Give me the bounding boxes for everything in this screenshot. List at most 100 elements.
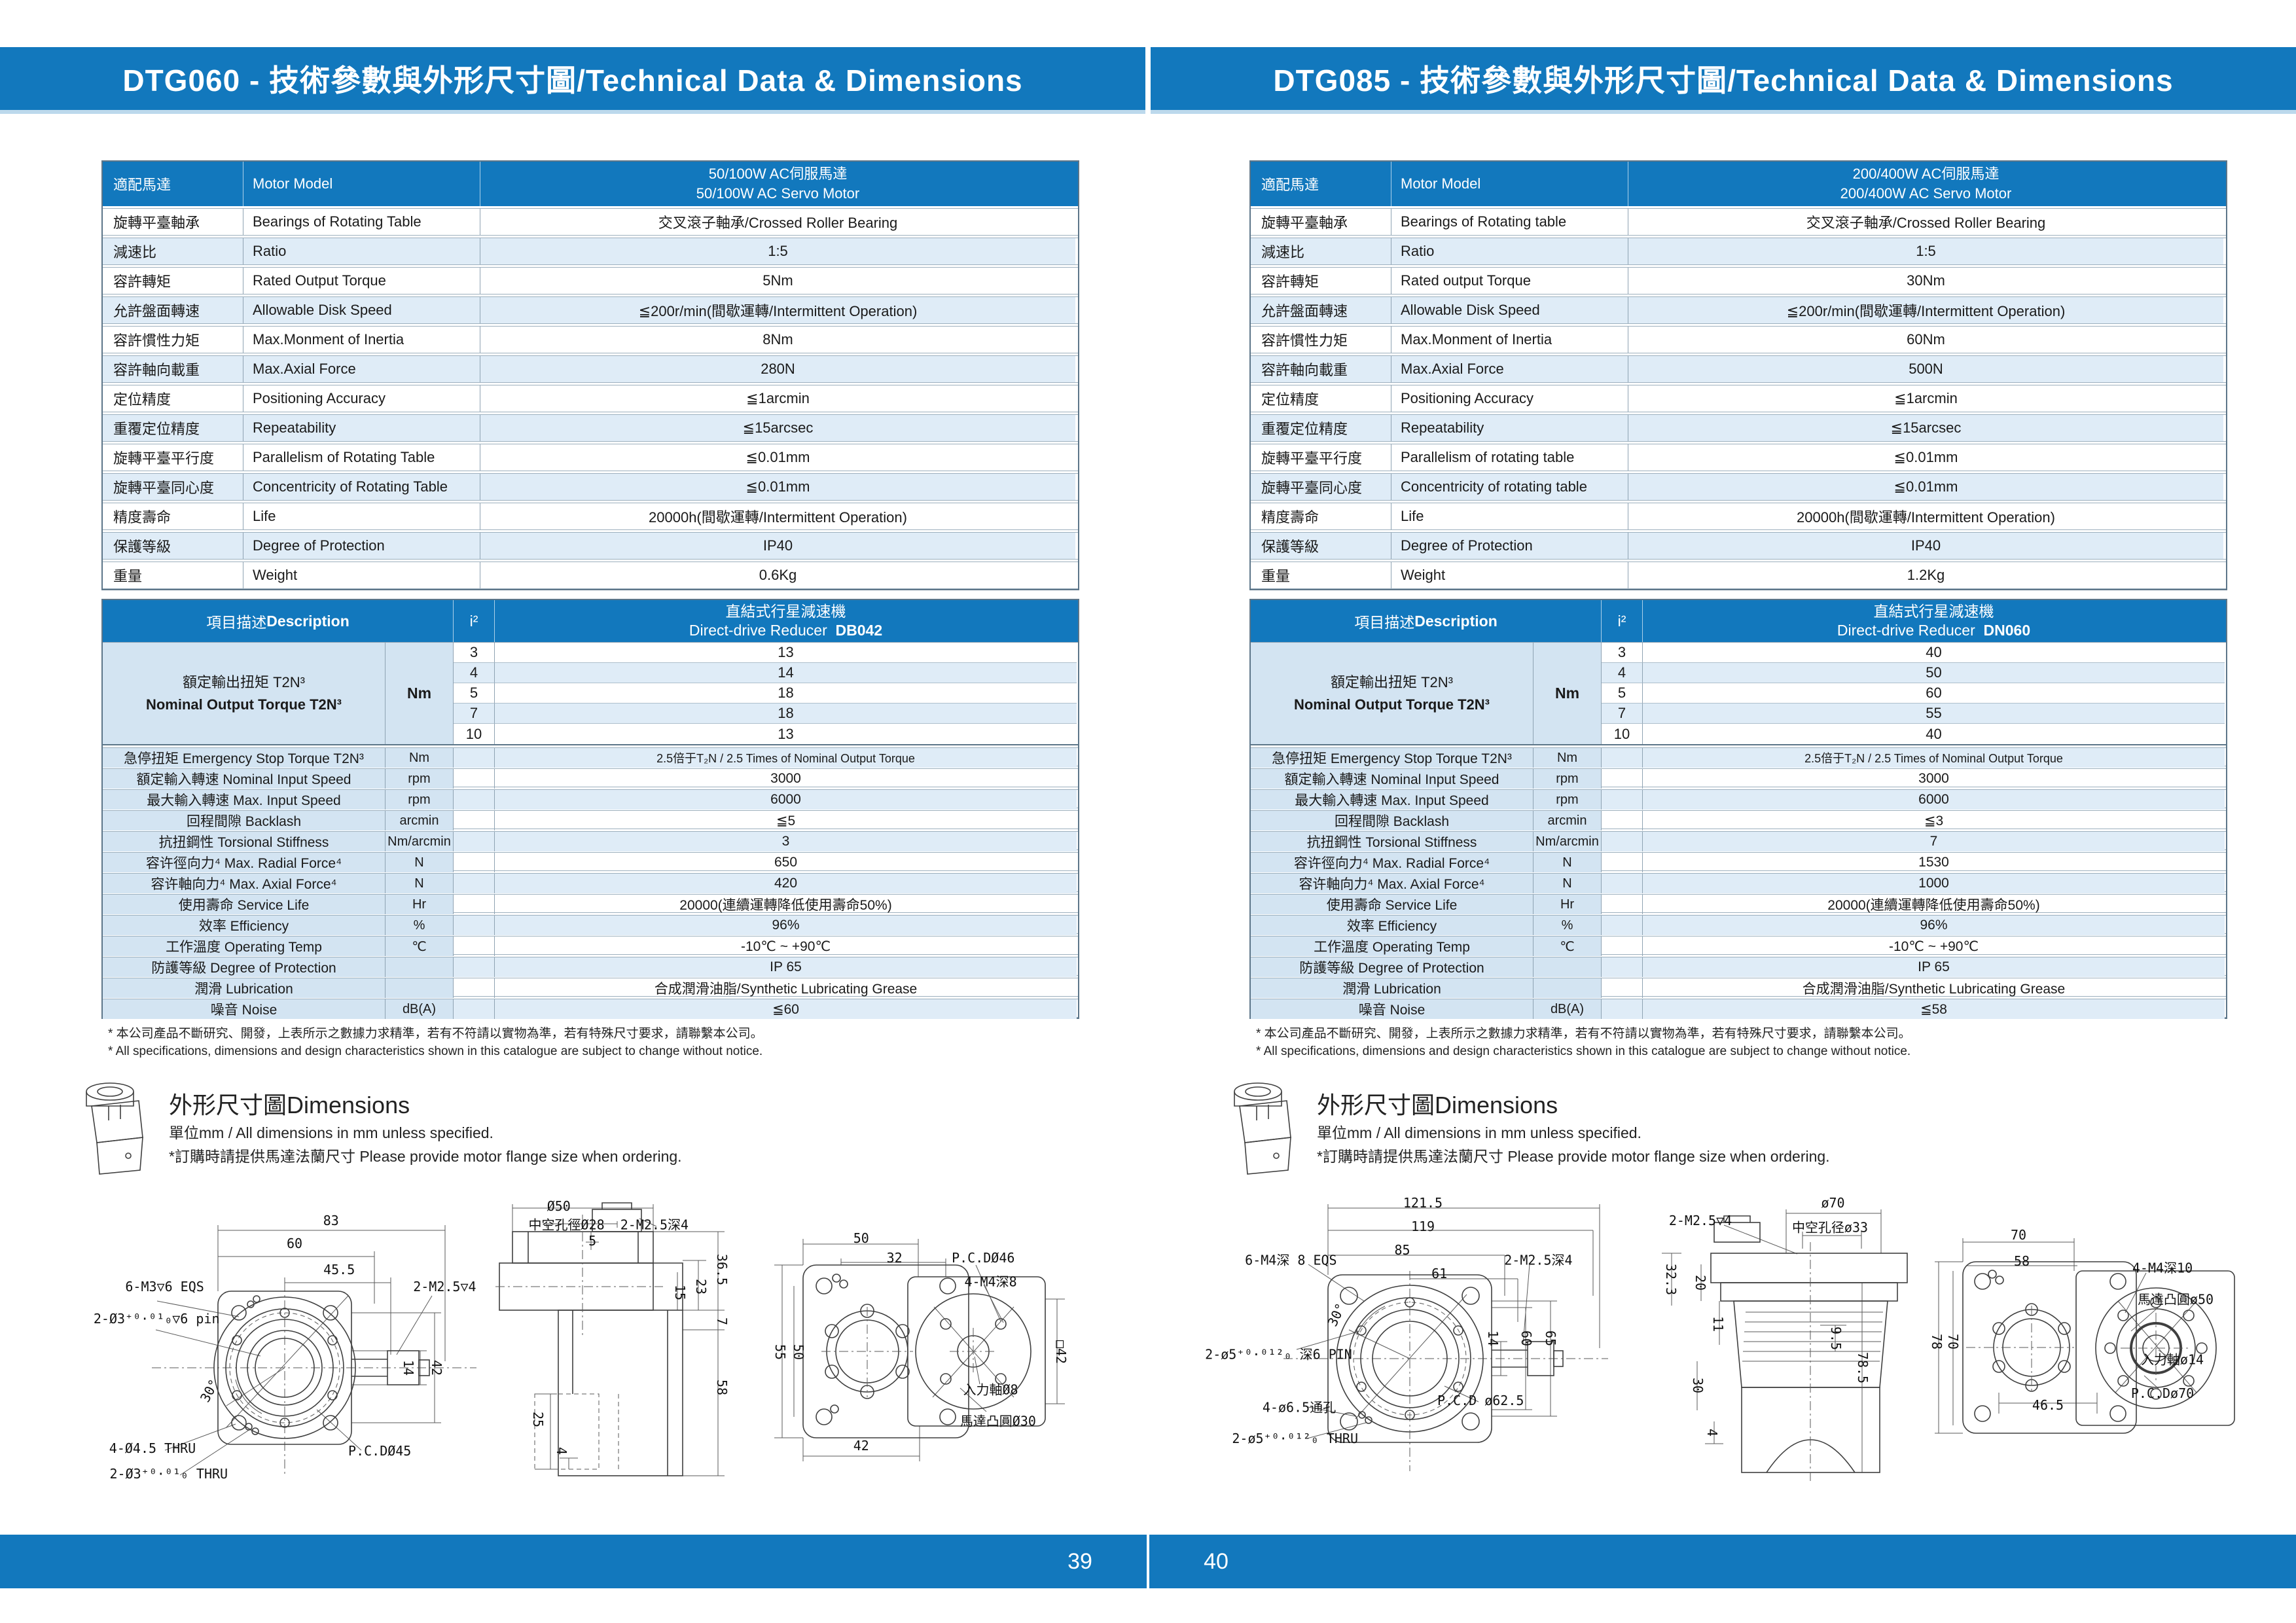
ratio-value: 5 bbox=[454, 683, 495, 704]
table-row: 精度壽命 Life 20000h(間歇運轉/Intermittent Opera… bbox=[103, 503, 1078, 530]
row-label: 回程間隙 Backlash bbox=[1251, 811, 1534, 830]
row-label-en: Parallelism of rotating table bbox=[1391, 444, 1628, 471]
table-row: 旋轉平臺軸承 Bearings of Rotating Table 交叉滾子軸承… bbox=[103, 208, 1078, 236]
row-label-en: Repeatability bbox=[1391, 415, 1628, 441]
row-value: 1.2Kg bbox=[1907, 567, 1945, 583]
dim-label: 中空孔徑Ø28 bbox=[528, 1217, 605, 1233]
row-unit: Nm/arcmin bbox=[386, 832, 454, 851]
row-spacer bbox=[1602, 769, 1643, 789]
side-view-drawing: Ø50 中空孔徑Ø28 2-M2.5深4 5 36.5 23 15 7 58 25 4 bbox=[494, 1198, 753, 1486]
footnotes: * 本公司產品不斷研究、開發，上表所示之數據力求精準，若有不符請以實物為準，若有… bbox=[108, 1025, 763, 1060]
dim-label: 5 bbox=[588, 1233, 597, 1249]
table-row: 回程間隙 Backlash arcmin ≦3 bbox=[1251, 810, 2226, 830]
row-value: 6000 bbox=[495, 790, 1077, 810]
row-value: 420 bbox=[495, 874, 1077, 893]
row-unit: % bbox=[1534, 916, 1602, 935]
row-spacer bbox=[1602, 936, 1643, 956]
row-label-en: Max.Monment of Inertia bbox=[1391, 327, 1628, 353]
row-unit: Nm bbox=[1534, 748, 1602, 768]
row-spacer bbox=[1602, 853, 1643, 872]
table-row: 使用壽命 Service Life Hr 20000(連續運轉降低使用壽命50%… bbox=[1251, 894, 2226, 914]
row-unit: arcmin bbox=[1534, 811, 1602, 830]
row-label: 回程間隙 Backlash bbox=[103, 811, 386, 830]
row-label: 容许軸向力⁴ Max. Axial Force⁴ bbox=[103, 874, 386, 893]
row-unit: % bbox=[386, 916, 454, 935]
table-row: 旋轉平臺同心度 Concentricity of Rotating Table … bbox=[103, 473, 1078, 501]
footer-bar: 39 40 bbox=[0, 1535, 2296, 1588]
row-label-zh: 旋轉平臺軸承 bbox=[1251, 209, 1391, 235]
row-label-en: Max.Axial Force bbox=[243, 356, 480, 382]
table-row: 急停扭矩 Emergency Stop Torque T2N³ Nm 2.5倍于… bbox=[1251, 747, 2226, 768]
reducer-header-desc: 項目描述 Description bbox=[1251, 600, 1602, 642]
spec-table-body: 旋轉平臺軸承 Bearings of Rotating Table 交叉滾子軸承… bbox=[103, 208, 1078, 589]
row-spacer bbox=[454, 790, 495, 810]
table-row: 允許盤面轉速 Allowable Disk Speed ≦200r/min(間歇… bbox=[103, 296, 1078, 324]
dim-label: 65 bbox=[1543, 1330, 1559, 1347]
row-label: 容许徑向力⁴ Max. Radial Force⁴ bbox=[1251, 853, 1534, 872]
row-value: IP40 bbox=[480, 533, 1075, 559]
row-label-zh: 容許轉矩 bbox=[103, 268, 243, 294]
dim-label: P.C.D ø62.5 bbox=[1437, 1392, 1524, 1408]
dim-label: 50 bbox=[853, 1230, 869, 1246]
row-unit bbox=[386, 978, 454, 998]
row-value: ≦5 bbox=[776, 813, 796, 829]
dim-label: 32 bbox=[886, 1250, 903, 1266]
table-row: 保護等級 Degree of Protection IP40 bbox=[1251, 532, 2226, 560]
dim-label: 入力軸Ø8 bbox=[963, 1382, 1018, 1398]
row-value: 20000h(間歇運轉/Intermittent Operation) bbox=[1797, 509, 2055, 526]
row-unit: N bbox=[1534, 874, 1602, 893]
dim-label: 4 bbox=[553, 1447, 569, 1455]
row-value: 5Nm bbox=[762, 272, 793, 289]
table-row: 額定輸入轉速 Nominal Input Speed rpm 3000 bbox=[1251, 768, 2226, 789]
table-row: 容许徑向力⁴ Max. Radial Force⁴ N 650 bbox=[103, 852, 1078, 872]
dim-label: 32.3 bbox=[1663, 1263, 1679, 1296]
row-unit: rpm bbox=[1534, 790, 1602, 810]
table-row: 重覆定位精度 Repeatability ≦15arcsec bbox=[1251, 414, 2226, 442]
row-label: 潤滑 Lubrication bbox=[103, 978, 386, 998]
row-value: 0.6Kg bbox=[759, 567, 797, 583]
table-row: 精度壽命 Life 20000h(間歇運轉/Intermittent Opera… bbox=[1251, 503, 2226, 530]
row-label-en: Max.Monment of Inertia bbox=[243, 327, 480, 353]
table-row: 旋轉平臺軸承 Bearings of Rotating table 交叉滾子軸承… bbox=[1251, 208, 2226, 236]
reducer-table: 項目描述 Description i² 直結式行星減速機 Direct-drive… bbox=[1249, 599, 2227, 1019]
table-row: 允許盤面轉速 Allowable Disk Speed ≦200r/min(間歇… bbox=[1251, 296, 2226, 324]
row-label-en: Parallelism of Rotating Table bbox=[243, 444, 480, 471]
table-row: 效率 Efficiency % 96% bbox=[1251, 915, 2226, 935]
spec-header-en: Motor Model bbox=[1391, 162, 1628, 206]
torque-value: 18 bbox=[495, 683, 1077, 704]
row-value: 20000(連續運轉降低使用壽命50%) bbox=[1827, 898, 2040, 913]
row-label: 工作溫度 Operating Temp bbox=[103, 936, 386, 956]
row-label-en: Positioning Accuracy bbox=[243, 385, 480, 412]
dim-label: P.C.DØ45 bbox=[348, 1443, 412, 1459]
dim-label: 121.5 bbox=[1403, 1195, 1443, 1211]
row-value: ≦1arcmin bbox=[1894, 390, 1958, 406]
spec-table-body: 旋轉平臺軸承 Bearings of Rotating table 交叉滾子軸承… bbox=[1251, 208, 2226, 589]
row-value: ≦0.01mm bbox=[745, 449, 810, 465]
row-value: 1530 bbox=[1918, 855, 1949, 870]
row-unit: N bbox=[1534, 853, 1602, 872]
row-spacer bbox=[454, 811, 495, 830]
row-value: 3 bbox=[495, 832, 1077, 851]
table-row: 噪音 Noise dB(A) ≦58 bbox=[1251, 999, 2226, 1019]
row-spacer bbox=[454, 874, 495, 893]
row-label-en: Rated Output Torque bbox=[243, 268, 480, 294]
table-row: 最大輸入轉速 Max. Input Speed rpm 6000 bbox=[1251, 789, 2226, 810]
row-label: 效率 Efficiency bbox=[103, 916, 386, 935]
row-label-en: Repeatability bbox=[243, 415, 480, 441]
row-label-zh: 減速比 bbox=[1251, 238, 1391, 264]
row-label: 額定輸入轉速 Nominal Input Speed bbox=[103, 769, 386, 789]
row-label: 效率 Efficiency bbox=[1251, 916, 1534, 935]
dim-label: 4 bbox=[1704, 1428, 1720, 1437]
table-row: 重量 Weight 0.6Kg bbox=[103, 562, 1078, 589]
row-spacer bbox=[454, 853, 495, 872]
table-row: 防護等級 Degree of Protection IP 65 bbox=[1251, 957, 2226, 977]
row-unit bbox=[1534, 957, 1602, 977]
ratio-value: 7 bbox=[1602, 704, 1643, 724]
footnote-en: * All specifications, dimensions and des… bbox=[1256, 1044, 1911, 1058]
row-unit: Hr bbox=[1534, 895, 1602, 914]
torque-value: 13 bbox=[778, 725, 794, 742]
row-spacer bbox=[454, 999, 495, 1019]
row-label: 最大輸入轉速 Max. Input Speed bbox=[103, 790, 386, 810]
dim-label: 4-Ø4.5 THRU bbox=[109, 1440, 196, 1456]
row-label-zh: 精度壽命 bbox=[103, 503, 243, 529]
